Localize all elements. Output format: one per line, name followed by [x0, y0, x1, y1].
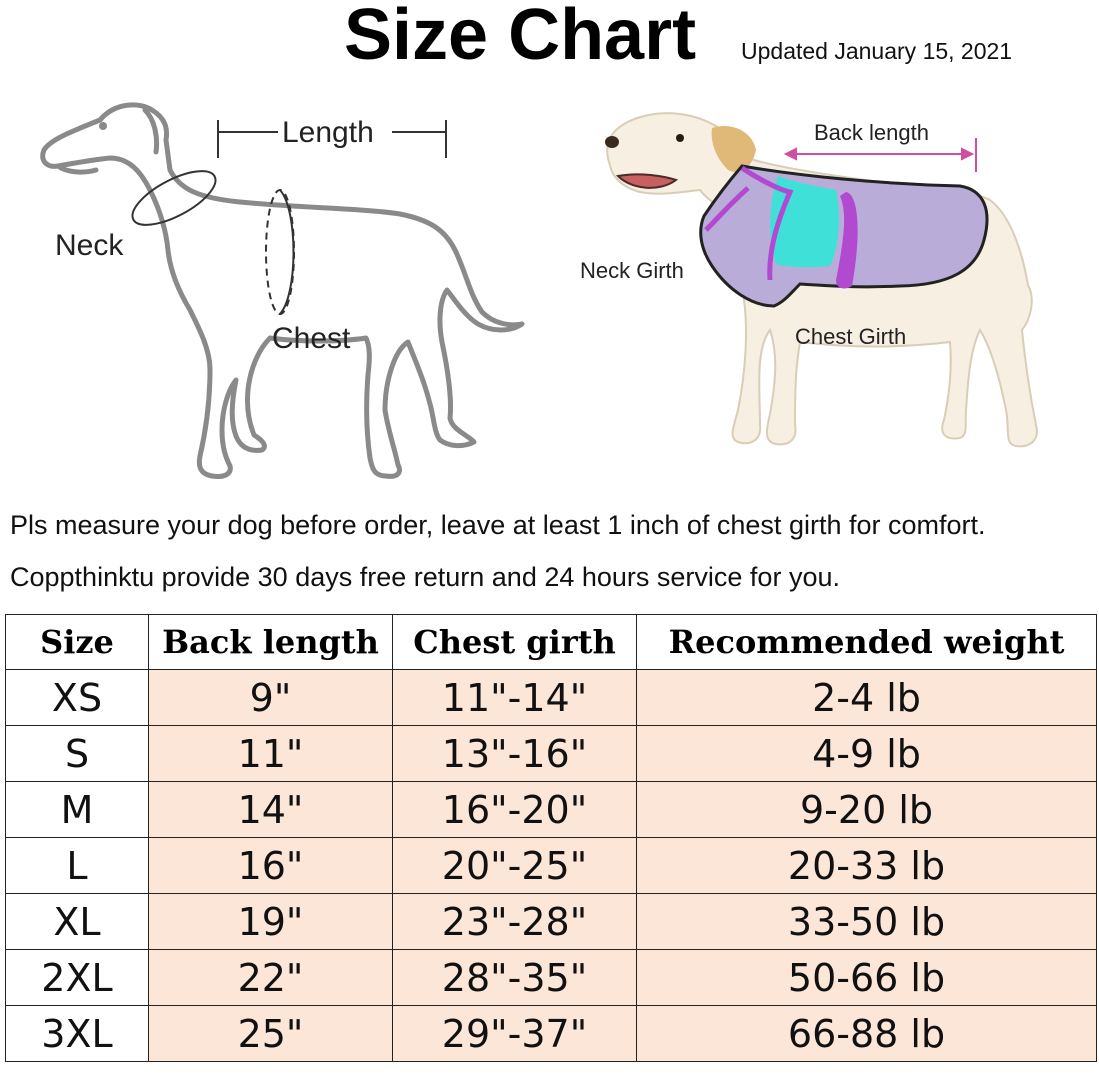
chest-girth-cell: 16"-20" — [392, 781, 637, 838]
header-chest-girth: Chest girth — [392, 614, 637, 670]
size-cell: XS — [5, 669, 149, 726]
back-length-cell: 16" — [148, 837, 393, 894]
page-title: Size Chart — [344, 0, 697, 75]
header-size: Size — [5, 614, 149, 670]
size-table: Size Back length Chest girth Recommended… — [5, 614, 1097, 1062]
size-cell: M — [5, 781, 149, 838]
length-label: Length — [282, 116, 374, 149]
back-length-cell: 22" — [148, 949, 393, 1006]
chest-girth-cell: 11"-14" — [392, 669, 637, 726]
chest-girth-cell: 23"-28" — [392, 893, 637, 950]
chest-girth-cell: 29"-37" — [392, 1005, 637, 1062]
chest-girth-cell: 20"-25" — [392, 837, 637, 894]
size-cell: XL — [5, 893, 149, 950]
table-row: S 11" 13"-16" 4-9 lb — [5, 725, 1097, 782]
illustration-canvas: Length Neck Chest — [40, 102, 1038, 479]
weight-cell: 2-4 lb — [636, 669, 1097, 726]
table-row: L 16" 20"-25" 20-33 lb — [5, 837, 1097, 894]
chest-girth-cell: 13"-16" — [392, 725, 637, 782]
size-cell: 2XL — [5, 949, 149, 1006]
size-cell: S — [5, 725, 149, 782]
weight-cell: 9-20 lb — [636, 781, 1097, 838]
table-row: M 14" 16"-20" 9-20 lb — [5, 781, 1097, 838]
back-length-label: Back length — [814, 120, 929, 145]
header-back-length: Back length — [148, 614, 393, 670]
weight-cell: 20-33 lb — [636, 837, 1097, 894]
back-length-cell: 19" — [148, 893, 393, 950]
back-length-cell: 11" — [148, 725, 393, 782]
size-cell: L — [5, 837, 149, 894]
chest-girth-label: Chest Girth — [795, 324, 906, 349]
back-length-cell: 25" — [148, 1005, 393, 1062]
weight-cell: 66-88 lb — [636, 1005, 1097, 1062]
weight-cell: 50-66 lb — [636, 949, 1097, 1006]
header-recommended-weight: Recommended weight — [636, 614, 1097, 670]
table-row: 3XL 25" 29"-37" 66-88 lb — [5, 1005, 1097, 1062]
weight-cell: 33-50 lb — [636, 893, 1097, 950]
size-cell: 3XL — [5, 1005, 149, 1062]
back-length-marker — [783, 138, 977, 172]
table-row: 2XL 22" 28"-35" 50-66 lb — [5, 949, 1097, 1006]
coated-dog-illustration — [605, 112, 1038, 448]
neck-ring — [131, 170, 217, 226]
neck-label: Neck — [55, 229, 124, 262]
outline-dog-illustration — [40, 102, 525, 479]
weight-cell: 4-9 lb — [636, 725, 1097, 782]
back-length-cell: 9" — [148, 669, 393, 726]
chest-ring — [265, 189, 295, 315]
updated-date: Updated January 15, 2021 — [741, 38, 1013, 64]
length-marker — [217, 120, 447, 158]
table-header-row: Size Back length Chest girth Recommended… — [5, 614, 1097, 670]
measure-note: Pls measure your dog before order, leave… — [10, 510, 986, 540]
chest-girth-cell: 28"-35" — [392, 949, 637, 1006]
back-length-cell: 14" — [148, 781, 393, 838]
neck-girth-label: Neck Girth — [580, 258, 684, 283]
dog-eye-icon — [99, 122, 107, 130]
chest-label: Chest — [272, 322, 351, 355]
measurement-illustrations: Length Neck Chest — [0, 80, 1099, 500]
table-row: XL 19" 23"-28" 33-50 lb — [5, 893, 1097, 950]
table-row: XS 9" 11"-14" 2-4 lb — [5, 669, 1097, 726]
service-note: Coppthinktu provide 30 days free return … — [10, 562, 840, 592]
